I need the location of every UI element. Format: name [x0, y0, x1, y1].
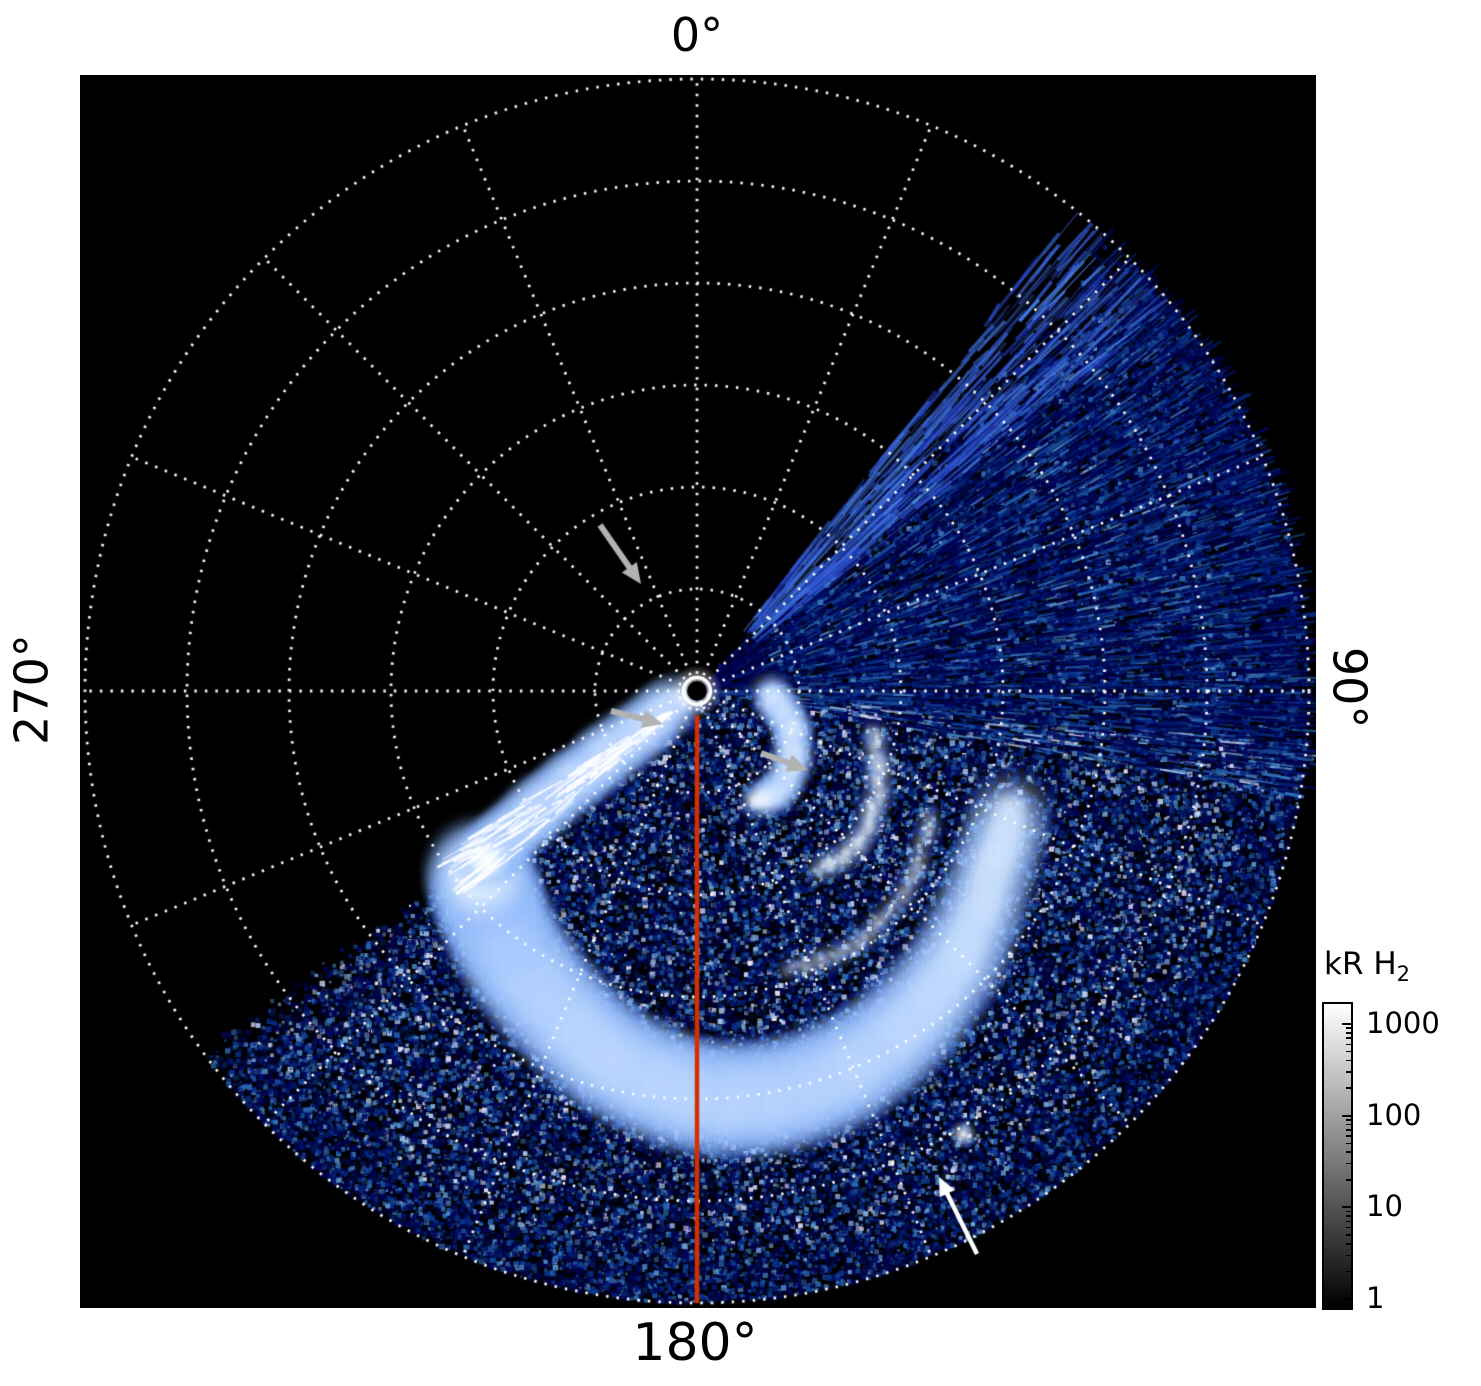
colorbar-title-text: kR H: [1324, 946, 1397, 982]
colorbar-gradient-bar: [1322, 1002, 1353, 1311]
colorbar-tick-1: 1: [1366, 1281, 1385, 1316]
angle-label-270: 270°: [4, 634, 59, 745]
colorbar: kR H2 1000 100 10 1: [1322, 946, 1440, 1313]
colorbar-tick-labels: 1000 100 10 1: [1366, 1004, 1476, 1312]
colorbar-body: 1000 100 10 1: [1322, 1002, 1440, 1313]
polar-plot-area: [80, 75, 1316, 1308]
angle-label-180: 180°: [632, 1313, 758, 1373]
colorbar-title-subscript: 2: [1396, 962, 1411, 987]
colorbar-tick-100: 100: [1366, 1097, 1422, 1132]
angle-label-90: 90°: [1322, 646, 1377, 729]
colorbar-title: kR H2: [1324, 946, 1410, 986]
colorbar-tick-10: 10: [1366, 1189, 1403, 1224]
aurora-polar-canvas: [80, 75, 1316, 1308]
colorbar-tick-1000: 1000: [1366, 1005, 1440, 1040]
angle-label-0: 0°: [670, 8, 724, 62]
